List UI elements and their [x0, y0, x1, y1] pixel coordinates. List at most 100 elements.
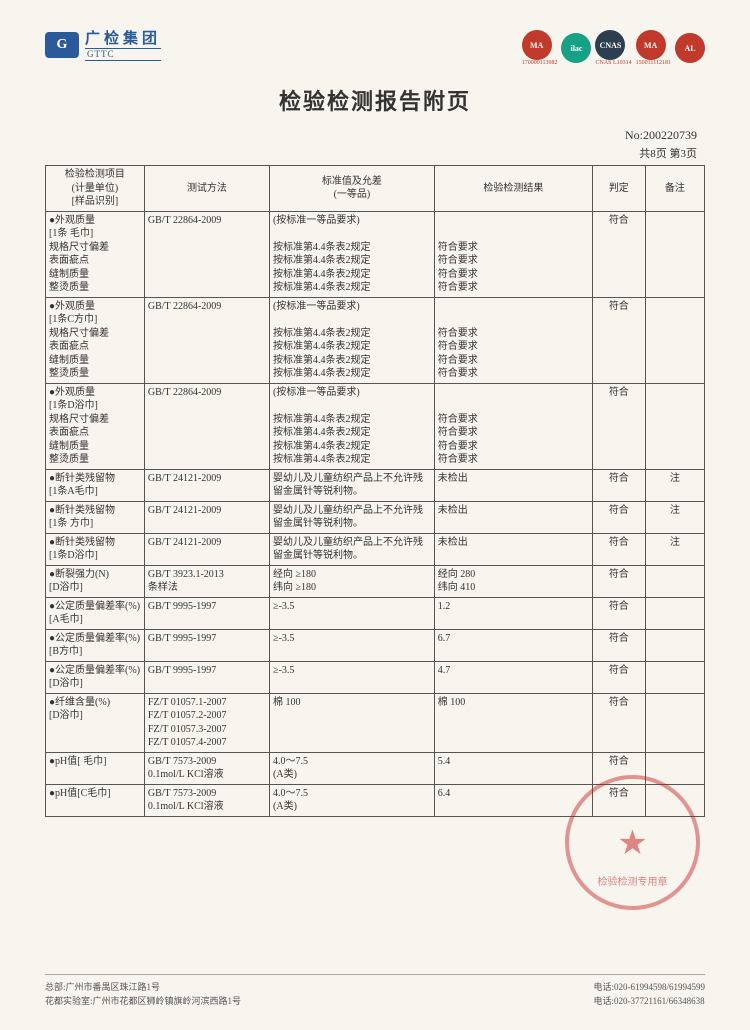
cell-c4: 未检出	[434, 469, 592, 501]
table-row: ●断针类残留物[1条A毛巾]GB/T 24121-2009婴幼儿及儿童纺织产品上…	[46, 469, 705, 501]
cell-c6: 注	[645, 533, 704, 565]
cell-c2: FZ/T 01057.1-2007FZ/T 01057.2-2007FZ/T 0…	[144, 693, 269, 752]
logo-en: GTTC	[85, 48, 161, 61]
cell-c5: 符合	[592, 629, 645, 661]
footer-address-lab: 花都实验室:广州市花都区狮岭镇旗岭河滨西路1号	[45, 995, 241, 1009]
cell-c5: 符合	[592, 784, 645, 816]
cell-c2: GB/T 24121-2009	[144, 469, 269, 501]
cell-c1: ●pH值[C毛巾]	[46, 784, 145, 816]
cell-c1: ●公定质量偏差率(%)[D浴巾]	[46, 661, 145, 693]
table-row: ●断针类残留物[1条D浴巾]GB/T 24121-2009婴幼儿及儿童纺织产品上…	[46, 533, 705, 565]
cell-c2: GB/T 9995-1997	[144, 597, 269, 629]
cell-c3: ≥-3.5	[270, 597, 435, 629]
cell-c6	[645, 211, 704, 297]
stamp-text: 检验检测专用章	[598, 873, 668, 888]
cell-c5: 符合	[592, 661, 645, 693]
cell-c6	[645, 693, 704, 752]
cert-icon: MA	[636, 30, 666, 60]
col-note: 备注	[645, 166, 704, 212]
cell-c1: ●断裂强力(N)[D浴巾]	[46, 565, 145, 597]
cell-c3: ≥-3.5	[270, 661, 435, 693]
cell-c4: 1.2	[434, 597, 592, 629]
cell-c5: 符合	[592, 501, 645, 533]
logo-block: G 广检集团 GTTC	[45, 30, 161, 61]
cell-c3: (按标准一等品要求)按标准第4.4条表2规定按标准第4.4条表2规定按标准第4.…	[270, 211, 435, 297]
table-row: ●pH值[ 毛巾]GB/T 7573-20090.1mol/L KCl溶液4.0…	[46, 752, 705, 784]
logo-icon: G	[45, 32, 79, 58]
cell-c1: ●pH值[ 毛巾]	[46, 752, 145, 784]
cell-c5: 符合	[592, 211, 645, 297]
cell-c5: 符合	[592, 297, 645, 383]
cell-c1: ●外观质量[1条D浴巾]规格尺寸偏差表面疵点缝制质量整烫质量	[46, 383, 145, 469]
cell-c1: ●纤维含量(%)[D浴巾]	[46, 693, 145, 752]
cell-c2: GB/T 24121-2009	[144, 533, 269, 565]
cell-c5: 符合	[592, 752, 645, 784]
cert-badges: MA170000113982 ilac CNASCNAS L10314 MA15…	[522, 30, 705, 66]
logo-cn: 广检集团	[85, 30, 161, 48]
cell-c4: 6.7	[434, 629, 592, 661]
cert-icon: ilac	[561, 33, 591, 63]
cell-c4: 经向 280纬向 410	[434, 565, 592, 597]
star-icon: ★	[617, 823, 647, 863]
cell-c1: ●公定质量偏差率(%)[A毛巾]	[46, 597, 145, 629]
cell-c2: GB/T 22864-2009	[144, 383, 269, 469]
cell-c2: GB/T 3923.1-2013条样法	[144, 565, 269, 597]
cell-c4: 未检出	[434, 501, 592, 533]
footer-phone-1: 电话:020-61994598/61994599	[594, 981, 706, 995]
cell-c6	[645, 565, 704, 597]
cert-icon: CNAS	[595, 30, 625, 60]
cell-c6	[645, 784, 704, 816]
table-row: ●外观质量[1条D浴巾]规格尺寸偏差表面疵点缝制质量整烫质量GB/T 22864…	[46, 383, 705, 469]
cell-c5: 符合	[592, 469, 645, 501]
col-judge: 判定	[592, 166, 645, 212]
footer-phone-2: 电话:020-37721161/66348638	[594, 995, 706, 1009]
cell-c3: 4.0～7.5(A类)	[270, 784, 435, 816]
table-row: ●公定质量偏差率(%)[B方巾]GB/T 9995-1997≥-3.56.7符合	[46, 629, 705, 661]
cell-c4: 5.4	[434, 752, 592, 784]
table-row: ●公定质量偏差率(%)[A毛巾]GB/T 9995-1997≥-3.51.2符合	[46, 597, 705, 629]
cell-c2: GB/T 7573-20090.1mol/L KCl溶液	[144, 784, 269, 816]
cell-c4: 符合要求符合要求符合要求符合要求	[434, 211, 592, 297]
cell-c1: ●公定质量偏差率(%)[B方巾]	[46, 629, 145, 661]
cell-c4: 未检出	[434, 533, 592, 565]
page-indicator: 共8页 第3页	[45, 145, 705, 161]
table-row: ●pH值[C毛巾]GB/T 7573-20090.1mol/L KCl溶液4.0…	[46, 784, 705, 816]
cell-c2: GB/T 24121-2009	[144, 501, 269, 533]
report-table: 检验检测项目(计量单位)[样品识别] 测试方法 标准值及允差(一等品) 检验检测…	[45, 165, 705, 817]
cell-c6: 注	[645, 501, 704, 533]
cell-c3: (按标准一等品要求)按标准第4.4条表2规定按标准第4.4条表2规定按标准第4.…	[270, 297, 435, 383]
cell-c3: (按标准一等品要求)按标准第4.4条表2规定按标准第4.4条表2规定按标准第4.…	[270, 383, 435, 469]
cell-c3: 婴幼儿及儿童纺织产品上不允许残留金属针等锐利物。	[270, 501, 435, 533]
cell-c2: GB/T 7573-20090.1mol/L KCl溶液	[144, 752, 269, 784]
cell-c6	[645, 629, 704, 661]
col-result: 检验检测结果	[434, 166, 592, 212]
cell-c4: 符合要求符合要求符合要求符合要求	[434, 297, 592, 383]
page-title: 检验检测报告附页	[45, 84, 705, 116]
page-header: G 广检集团 GTTC MA170000113982 ilac CNASCNAS…	[45, 30, 705, 66]
cell-c6	[645, 297, 704, 383]
cell-c5: 符合	[592, 693, 645, 752]
cell-c5: 符合	[592, 533, 645, 565]
cell-c3: ≥-3.5	[270, 629, 435, 661]
page-footer: 总部:广州市番禺区珠江路1号 花都实验室:广州市花都区狮岭镇旗岭河滨西路1号 电…	[45, 974, 705, 1008]
cell-c3: 棉 100	[270, 693, 435, 752]
cell-c4: 符合要求符合要求符合要求符合要求	[434, 383, 592, 469]
cert-icon: MA	[522, 30, 552, 60]
cell-c4: 棉 100	[434, 693, 592, 752]
col-method: 测试方法	[144, 166, 269, 212]
cert-icon: AL	[675, 33, 705, 63]
table-row: ●外观质量[1条C方巾]规格尺寸偏差表面疵点缝制质量整烫质量GB/T 22864…	[46, 297, 705, 383]
cell-c6	[645, 661, 704, 693]
col-standard: 标准值及允差(一等品)	[270, 166, 435, 212]
cell-c6: 注	[645, 469, 704, 501]
table-row: ●公定质量偏差率(%)[D浴巾]GB/T 9995-1997≥-3.54.7符合	[46, 661, 705, 693]
cell-c1: ●断针类残留物[1条D浴巾]	[46, 533, 145, 565]
document-number: No:200220739	[45, 128, 705, 143]
table-row: ●纤维含量(%)[D浴巾]FZ/T 01057.1-2007FZ/T 01057…	[46, 693, 705, 752]
table-row: ●断针类残留物[1条 方巾]GB/T 24121-2009婴幼儿及儿童纺织产品上…	[46, 501, 705, 533]
cell-c4: 6.4	[434, 784, 592, 816]
cell-c6	[645, 383, 704, 469]
footer-address-hq: 总部:广州市番禺区珠江路1号	[45, 981, 241, 995]
cell-c3: 婴幼儿及儿童纺织产品上不允许残留金属针等锐利物。	[270, 533, 435, 565]
cell-c2: GB/T 9995-1997	[144, 629, 269, 661]
